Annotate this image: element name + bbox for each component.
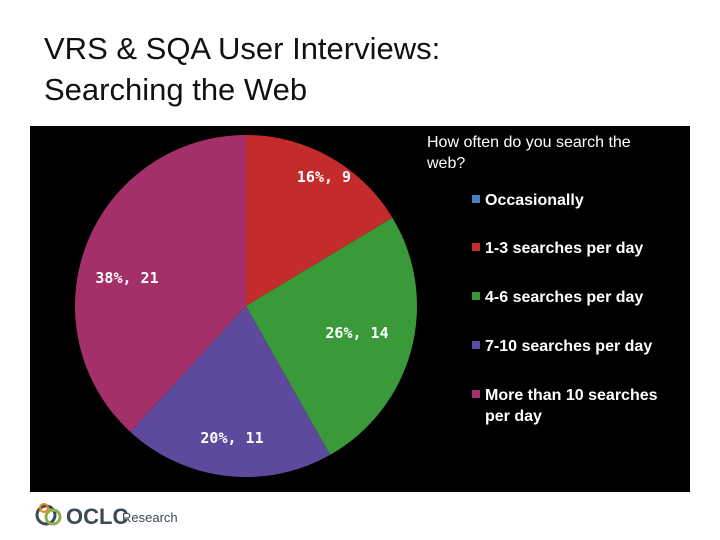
logo-subtext: Research	[122, 510, 178, 525]
slide-title: VRS & SQA User Interviews: Searching the…	[44, 28, 684, 110]
pie-slice-4	[130, 306, 331, 477]
legend-label: 7-10 searches per day	[485, 338, 653, 355]
legend-swatch	[472, 390, 480, 398]
pie-slice-2	[246, 135, 393, 306]
legend-label: Occasionally	[485, 192, 584, 209]
data-label-2: 16%, 9	[297, 168, 351, 186]
legend-label: 4-6 searches per day	[485, 289, 644, 306]
pie-slice-3	[246, 217, 417, 455]
slide-title-line-2: Searching the Web	[44, 72, 308, 107]
legend-swatch	[472, 195, 480, 203]
legend-swatch	[472, 292, 480, 300]
pie-slice-5	[75, 135, 246, 432]
logo-text: OCLC	[66, 504, 129, 529]
slide-title-line-1: VRS & SQA User Interviews:	[44, 31, 441, 66]
legend-label: More than 10 searches per day	[485, 387, 658, 425]
data-label-3: 26%, 14	[325, 324, 388, 342]
data-label-4: 20%, 11	[200, 429, 263, 447]
oclc-logo-icon	[35, 503, 62, 526]
legend-label: 1-3 searches per day	[485, 240, 644, 257]
legend-swatch	[472, 243, 480, 251]
legend-title: How often do you search the web?	[427, 134, 631, 172]
legend-swatch	[472, 341, 480, 349]
data-label-5: 38%, 21	[95, 269, 158, 287]
oclc-research-logo: OCLC Research	[34, 498, 184, 532]
